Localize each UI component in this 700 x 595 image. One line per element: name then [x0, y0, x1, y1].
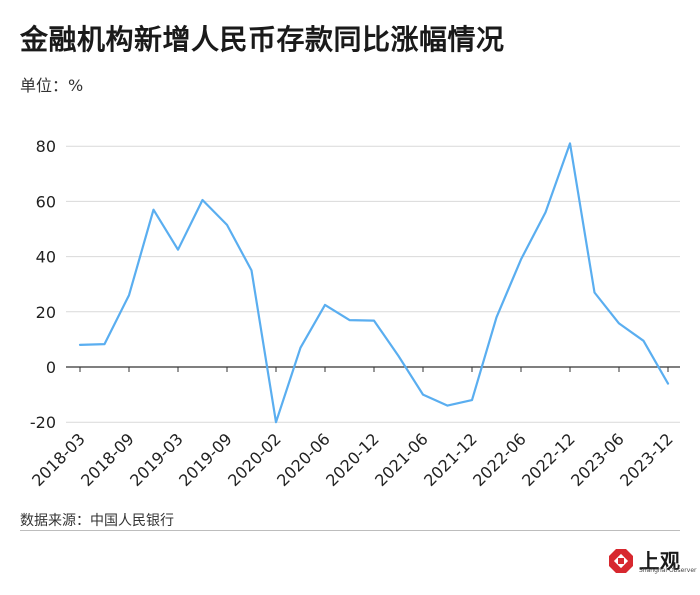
x-tick-label: 2021-12 [420, 429, 481, 490]
footer-divider [20, 530, 680, 531]
y-tick-label: 60 [36, 192, 56, 211]
y-tick-label: 20 [36, 303, 56, 322]
x-tick-label: 2020-06 [273, 429, 334, 490]
x-tick-label: 2022-06 [469, 429, 530, 490]
logo-subtext: Shanghai Observer [639, 567, 697, 574]
y-axis-tick-labels: -20 0 20 40 60 80 [30, 137, 56, 432]
grid-lines [66, 145, 680, 423]
chart-title: 金融机构新增人民币存款同比涨幅情况 [20, 23, 505, 56]
logo-mark-icon [609, 549, 633, 573]
y-tick-label: 80 [36, 137, 56, 156]
y-tick-label: -20 [30, 413, 56, 432]
x-tick-label: 2019-03 [126, 429, 187, 490]
x-tick-label: 2019-09 [175, 429, 236, 490]
y-tick-label: 40 [36, 248, 56, 267]
logo-text: 上观 [639, 549, 681, 573]
x-tick-label: 2018-03 [28, 429, 89, 490]
y-tick-label: 0 [46, 358, 56, 377]
x-axis-tick-labels: 2018-032018-092019-032019-092020-022020-… [28, 429, 677, 490]
x-tick-label: 2020-12 [322, 429, 383, 490]
data-source-note: 数据来源：中国人民银行 [20, 513, 174, 529]
publisher-logo: 上观 Shanghai Observer [608, 548, 697, 578]
x-tick-label: 2021-06 [371, 429, 432, 490]
x-tick-label: 2020-02 [224, 429, 285, 490]
x-tick-label: 2023-12 [616, 429, 677, 490]
x-axis-ticks [79, 367, 669, 372]
series-line [78, 142, 670, 424]
line-chart: -20 0 20 40 60 80 2018-032018-092019-032019-0… [28, 137, 680, 490]
x-tick-label: 2018-09 [77, 429, 138, 490]
x-tick-label: 2023-06 [567, 429, 628, 490]
unit-label: 单位：% [20, 76, 84, 95]
x-tick-label: 2022-12 [518, 429, 579, 490]
